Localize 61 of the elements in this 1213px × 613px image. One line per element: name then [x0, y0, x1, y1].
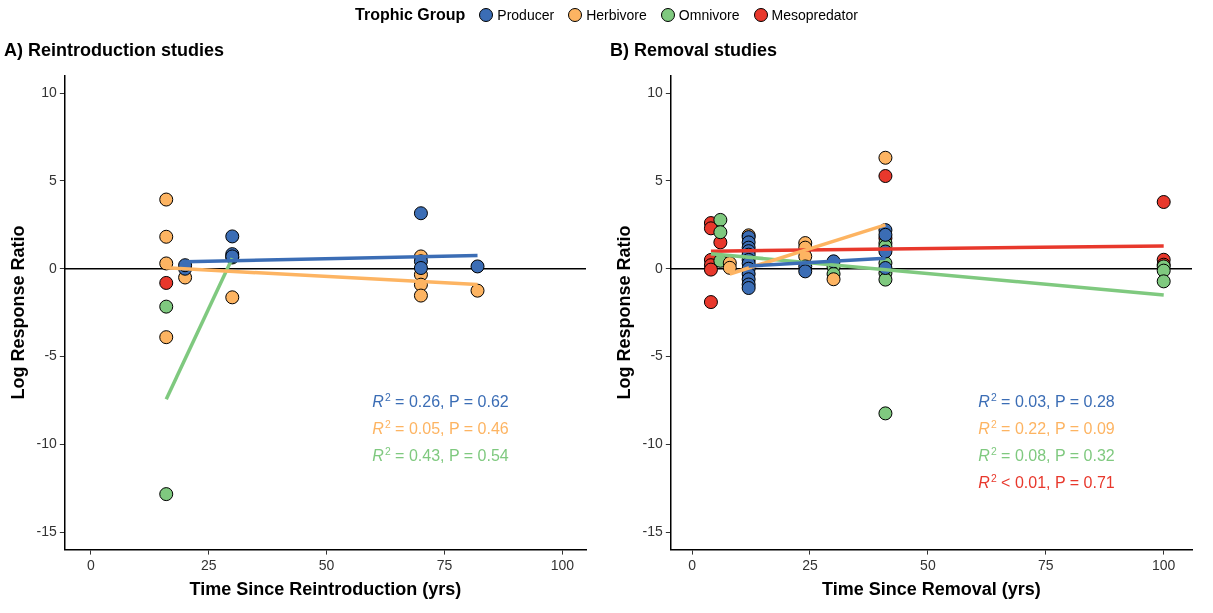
y-tick-label: 5	[655, 171, 664, 188]
y-tick-label: -5	[44, 347, 58, 364]
point	[878, 227, 893, 242]
x-tick-label: 75	[436, 556, 453, 573]
point	[826, 272, 841, 287]
y-tick-label: -15	[642, 522, 664, 539]
point	[159, 192, 174, 207]
point	[225, 229, 240, 244]
point	[159, 299, 174, 314]
point	[878, 406, 893, 421]
point	[878, 150, 893, 165]
point	[159, 330, 174, 345]
y-tick-label: -15	[36, 522, 58, 539]
x-tick-label: 50	[318, 556, 335, 573]
x-axis-title: Time Since Removal (yrs)	[822, 579, 1041, 600]
point	[159, 229, 174, 244]
point	[1156, 274, 1171, 289]
point	[413, 261, 428, 276]
legend-title: Trophic Group	[355, 6, 466, 24]
y-axis-title: Log Response Ratio	[7, 225, 28, 400]
y-tick-label: -10	[642, 435, 664, 452]
point	[703, 262, 718, 277]
point	[798, 264, 813, 279]
point	[722, 260, 737, 275]
chart-title: B) Removal studies	[610, 39, 778, 60]
y-tick-label: -5	[650, 347, 664, 364]
y-axis-title: Log Response Ratio	[613, 225, 634, 400]
y-tick-label: 5	[49, 171, 58, 188]
point	[703, 295, 718, 310]
x-tick-label: 25	[200, 556, 217, 573]
y-tick-label: 10	[41, 84, 58, 101]
point	[878, 272, 893, 287]
y-tick-label: -10	[36, 435, 58, 452]
x-tick-label: 75	[1038, 556, 1054, 573]
point	[413, 288, 428, 303]
point	[470, 259, 485, 274]
point	[878, 169, 893, 184]
legend-label: Herbivore	[586, 7, 647, 23]
y-tick-label: 0	[49, 259, 58, 276]
point	[470, 283, 485, 298]
x-tick-label: 25	[802, 556, 818, 573]
point	[225, 290, 240, 305]
x-tick-label: 100	[550, 556, 575, 573]
legend-label: Mesopredator	[771, 7, 858, 23]
point	[159, 487, 174, 502]
x-tick-label: 50	[920, 556, 936, 573]
point	[413, 206, 428, 221]
y-tick-label: 0	[655, 259, 664, 276]
point	[159, 275, 174, 290]
point	[713, 212, 728, 227]
y-tick-label: 10	[647, 84, 664, 101]
legend-label: Producer	[497, 7, 555, 23]
x-axis-title: Time Since Reintroduction (yrs)	[189, 579, 462, 600]
x-tick-label: 0	[86, 556, 95, 573]
x-tick-label: 0	[688, 556, 697, 573]
legend-label: Omnivore	[678, 7, 740, 23]
point	[741, 281, 756, 296]
x-tick-label: 100	[1152, 556, 1176, 573]
point	[713, 225, 728, 240]
chart-title: A) Reintroduction studies	[4, 39, 224, 60]
point	[1156, 195, 1171, 209]
